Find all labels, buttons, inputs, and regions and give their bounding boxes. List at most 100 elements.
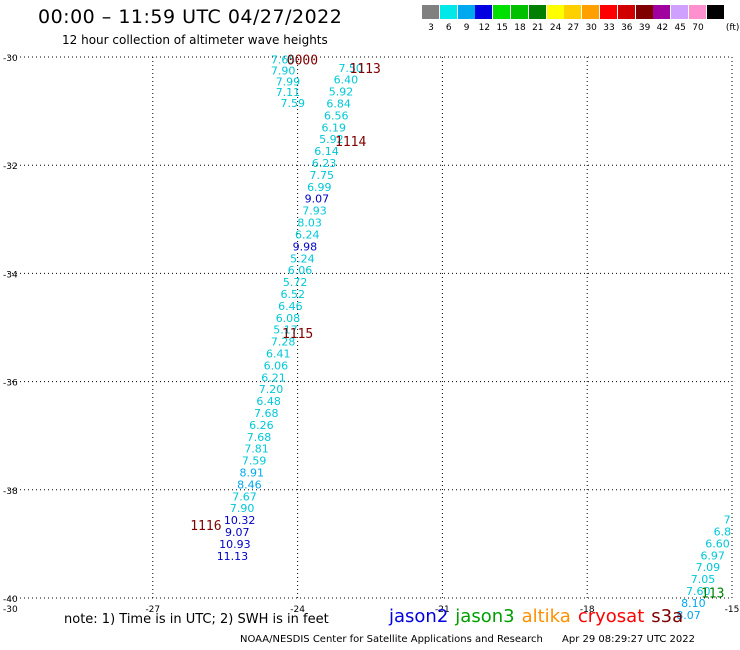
swh-data-point: 7.20 <box>259 383 284 396</box>
swh-data-point: 9.07 <box>305 193 330 206</box>
footer-credit: NOAA/NESDIS Center for Satellite Applica… <box>240 634 543 645</box>
swh-data-point: 6.08 <box>276 312 301 325</box>
scale-label: 33 <box>603 23 615 33</box>
swh-data-point: 5.17 <box>273 324 298 337</box>
scale-label: 3 <box>428 23 434 33</box>
swh-data-point: 6.84 <box>326 98 351 111</box>
swh-data-point: 6.40 <box>334 74 359 87</box>
swh-data-point: 6.60 <box>705 537 730 550</box>
swh-data-point: 9.98 <box>293 240 318 253</box>
x-tick-label: -21 <box>435 605 450 615</box>
scale-label: 45 <box>674 23 686 33</box>
swh-data-point: 6.97 <box>700 549 725 562</box>
time-label: 1114 <box>335 135 366 150</box>
y-tick-label: -36 <box>3 379 18 389</box>
y-tick-label: -34 <box>3 270 18 280</box>
time-label: 1115 <box>282 327 313 342</box>
swh-data-point: 7.99 <box>276 75 301 88</box>
x-tick-label: -24 <box>290 605 305 615</box>
swh-data-point: 11.13 <box>217 550 249 563</box>
swh-data-point: 8.07 <box>676 609 701 622</box>
time-label: 1116 <box>190 519 221 534</box>
swh-data-point: 6.41 <box>266 347 291 360</box>
x-tick-label: -15 <box>725 605 740 615</box>
swh-data-point: 7.75 <box>309 169 334 182</box>
scale-label: 6 <box>445 23 452 33</box>
swh-data-point: 7.50 <box>338 62 363 75</box>
scale-label: 30 <box>585 23 597 33</box>
swh-data-point: 7.93 <box>302 205 327 218</box>
scale-swatch <box>617 5 635 19</box>
swh-data-point: 6.46 <box>278 300 303 313</box>
footer-timestamp: Apr 29 08:29:27 UTC 2022 <box>562 634 695 645</box>
swh-data-point: 5.92 <box>329 86 354 99</box>
swh-data-point: 7.11 <box>276 86 301 99</box>
y-tick-label: -40 <box>3 595 18 605</box>
swh-data-point: 10.32 <box>224 514 256 527</box>
swh-data-point: 7.65 <box>271 54 296 67</box>
swh-data-point: 6.06 <box>264 359 289 372</box>
satellite-altika: altika <box>521 606 571 627</box>
scale-label: 15 <box>496 23 508 33</box>
scale-swatch <box>671 5 689 19</box>
scale-label: 9 <box>463 23 470 33</box>
scale-swatch <box>493 5 511 19</box>
page-title: 00:00 – 11:59 UTC 04/27/2022 <box>38 6 343 28</box>
swh-data-point: 7.68 <box>247 431 272 444</box>
y-tick-label: -38 <box>3 487 18 497</box>
satellite-cryosat: cryosat <box>577 606 645 627</box>
swh-data-point: 7.05 <box>691 573 716 586</box>
swh-data-point: 5.72 <box>283 276 308 289</box>
scale-swatch <box>511 5 528 19</box>
scale-swatch <box>475 5 493 19</box>
swh-data-point: 7.59 <box>281 97 306 110</box>
time-label: 1113 <box>350 62 381 77</box>
time-label: 0000 <box>287 54 318 69</box>
y-tick-label: -30 <box>3 54 18 64</box>
swh-data-point: 8.10 <box>681 597 706 610</box>
swh-data-point: 7.90 <box>271 65 296 78</box>
page-subtitle: 12 hour collection of altimeter wave hei… <box>62 33 328 47</box>
swh-data-point: 6.26 <box>249 419 274 432</box>
scale-swatch <box>689 5 706 19</box>
y-tick-label: -32 <box>3 162 18 172</box>
swh-data-point: 7.09 <box>696 561 721 574</box>
scale-label: 12 <box>478 23 491 33</box>
swh-data-point: 7.60 <box>686 585 711 598</box>
scale-swatch <box>635 5 653 19</box>
x-tick-label: -27 <box>145 605 160 615</box>
swh-data-point: 7.59 <box>242 455 267 468</box>
time-label: 113 <box>701 587 724 602</box>
scale-swatch <box>582 5 600 19</box>
scale-swatch <box>600 5 617 19</box>
swh-data-point: 7.68 <box>254 407 279 420</box>
swh-data-point: 7.28 <box>271 336 296 349</box>
satellite-legend: jason2 jason3 altika cryosat s3a <box>389 606 690 627</box>
swh-data-point: 6.8 <box>714 525 732 538</box>
scale-swatch <box>528 5 546 19</box>
scale-swatch <box>564 5 582 19</box>
swh-data-point: 7 <box>724 514 731 527</box>
scale-swatch <box>706 5 724 19</box>
scale-label: 18 <box>514 23 526 33</box>
swh-data-point: 7.81 <box>244 443 269 456</box>
swh-data-point: 7.67 <box>232 490 257 503</box>
swh-data-point: 8.46 <box>237 478 262 491</box>
swh-data-point: 8.91 <box>239 466 264 479</box>
swh-data-point: 6.52 <box>281 288 306 301</box>
scale-label: 36 <box>621 23 633 33</box>
swh-data-point: 7.90 <box>230 502 255 515</box>
scale-swatch <box>439 5 457 19</box>
swh-data-point: 6.56 <box>324 109 349 122</box>
satellite-s3a: s3a <box>651 606 684 627</box>
satellite-jason2: jason2 <box>389 606 449 627</box>
swh-data-point: 6.48 <box>256 395 281 408</box>
swh-data-point: 6.21 <box>261 371 286 384</box>
scale-swatch <box>546 5 564 19</box>
swh-data-point: 6.06 <box>288 264 313 277</box>
scale-swatch <box>422 5 439 19</box>
scale-label: 39 <box>638 23 651 33</box>
scale-label: 27 <box>567 23 580 33</box>
scale-label: 42 <box>656 23 669 33</box>
